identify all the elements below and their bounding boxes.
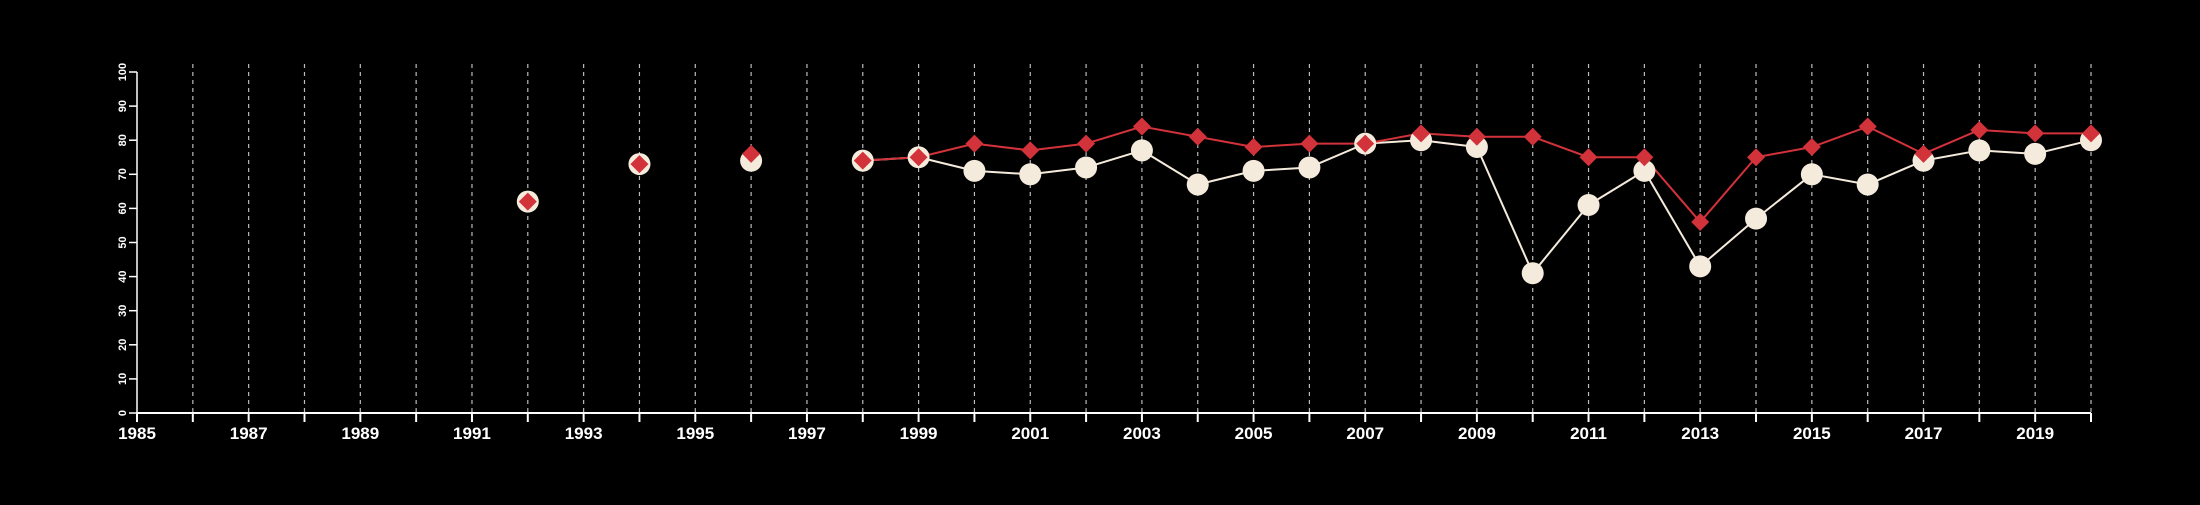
circle-point-2000: [963, 159, 986, 182]
diamond-point-2000: [965, 134, 984, 153]
series-diamond-segment: [1253, 142, 1310, 149]
series-circle-segment: [1699, 217, 1757, 268]
y-tick-label: 30: [117, 305, 129, 317]
diamond-point-2008: [1412, 124, 1431, 143]
circle-point-2019: [2024, 142, 2047, 165]
diamond-point-2017: [1914, 144, 1933, 163]
diamond-point-1999: [909, 148, 928, 167]
circle-point-2018: [1968, 139, 1991, 162]
diamond-point-2002: [1077, 134, 1096, 153]
series-diamond-segment: [1811, 125, 1869, 148]
series-circle-segment: [1531, 204, 1590, 274]
circle-point-2001: [1019, 163, 1042, 186]
circle-point-2012: [1633, 159, 1656, 182]
x-tick-label: 1991: [453, 424, 491, 443]
x-tick-label: 2005: [1235, 424, 1273, 443]
series-diamond-segment: [1699, 156, 1757, 223]
x-tick-label: 2007: [1346, 424, 1384, 443]
diamond-point-2005: [1244, 138, 1263, 157]
y-tick-label: 60: [117, 202, 129, 214]
series-diamond-segment: [1755, 146, 1813, 159]
diamond-point-2015: [1802, 138, 1821, 157]
series-diamond-segment: [1532, 135, 1589, 159]
diamond-point-1998: [853, 151, 872, 170]
x-tick-label: 1999: [900, 424, 938, 443]
x-tick-label: 1987: [230, 424, 268, 443]
series-diamond-segment: [1923, 129, 1980, 155]
diamond-point-2013: [1691, 213, 1710, 232]
x-tick-label: 2019: [2016, 424, 2054, 443]
circle-point-2005: [1242, 159, 1265, 182]
diamond-point-2009: [1467, 127, 1486, 146]
series-diamond-segment: [1420, 132, 1477, 138]
circle-point-2009: [1465, 136, 1488, 159]
series-circle-segment: [1475, 146, 1534, 274]
y-tick-label: 40: [117, 270, 129, 282]
series-diamond-segment: [1085, 125, 1143, 145]
diamond-point-1994: [630, 155, 649, 174]
diamond-point-2001: [1021, 141, 1040, 160]
circle-point-2003: [1130, 139, 1153, 162]
y-tick-label: 10: [117, 373, 129, 385]
series-diamond-segment: [1030, 142, 1087, 152]
diamond-point-2003: [1132, 117, 1151, 136]
y-tick-label: 80: [117, 134, 129, 146]
circle-point-2004: [1186, 173, 1209, 196]
series-layer: [516, 117, 2102, 285]
x-tick-label: 2013: [1681, 424, 1719, 443]
x-tick-label: 2015: [1793, 424, 1831, 443]
series-diamond-segment: [1141, 125, 1198, 138]
diamond-point-1992: [518, 192, 537, 211]
diamond-point-2011: [1579, 148, 1598, 167]
diamond-point-2014: [1747, 148, 1766, 167]
x-tick-label: 1993: [565, 424, 603, 443]
axis-layer: 0 10 20 30 40 50 60 70 80 90 100 1985 1987 1989 1991 19…: [117, 63, 2092, 443]
y-tick-label: 90: [117, 100, 129, 112]
x-tick-label: 1985: [118, 424, 156, 443]
diamond-point-2016: [1858, 117, 1877, 136]
grid-layer: [192, 64, 2092, 413]
circle-point-2006: [1298, 156, 1321, 179]
circle-point-2010: [1521, 262, 1544, 285]
y-tick-label: 50: [117, 236, 129, 248]
series-circle-segment: [1755, 173, 1813, 220]
y-tick-label: 70: [117, 168, 129, 180]
x-tick-label: 2017: [1905, 424, 1943, 443]
circle-point-2014: [1745, 207, 1768, 230]
x-tick-label: 1989: [341, 424, 379, 443]
y-tick-label: 0: [117, 410, 129, 416]
diamond-point-2004: [1188, 127, 1207, 146]
series-circle-segment: [1643, 170, 1702, 267]
series-diamond-segment: [974, 142, 1031, 152]
x-tick-label: 2011: [1570, 424, 1607, 443]
diamond-point-2006: [1300, 134, 1319, 153]
x-tick-label: 2003: [1123, 424, 1161, 443]
x-tick-label: 2009: [1458, 424, 1496, 443]
circle-point-2015: [1800, 163, 1823, 186]
diamond-point-2019: [2026, 124, 2045, 143]
diamond-point-2020: [2082, 124, 2100, 143]
x-tick-label: 2001: [1011, 424, 1049, 443]
diamond-point-2012: [1635, 148, 1654, 167]
diamond-point-2010: [1523, 127, 1542, 146]
series-diamond-segment: [1867, 125, 1924, 155]
y-tick-label: 100: [117, 63, 129, 81]
diamond-point-2018: [1970, 120, 1989, 139]
y-tick-label: 20: [117, 339, 129, 351]
circle-point-2002: [1075, 156, 1098, 179]
series-diamond-segment: [1979, 128, 2036, 135]
diamond-point-2007: [1356, 134, 1375, 153]
x-tick-label: 1995: [676, 424, 714, 443]
series-diamond-segment: [1197, 135, 1254, 149]
circle-point-2013: [1689, 255, 1712, 278]
circle-point-2011: [1577, 193, 1600, 216]
circle-point-2016: [1856, 173, 1879, 196]
x-tick-label: 1997: [788, 424, 826, 443]
diamond-point-1996: [742, 144, 761, 163]
